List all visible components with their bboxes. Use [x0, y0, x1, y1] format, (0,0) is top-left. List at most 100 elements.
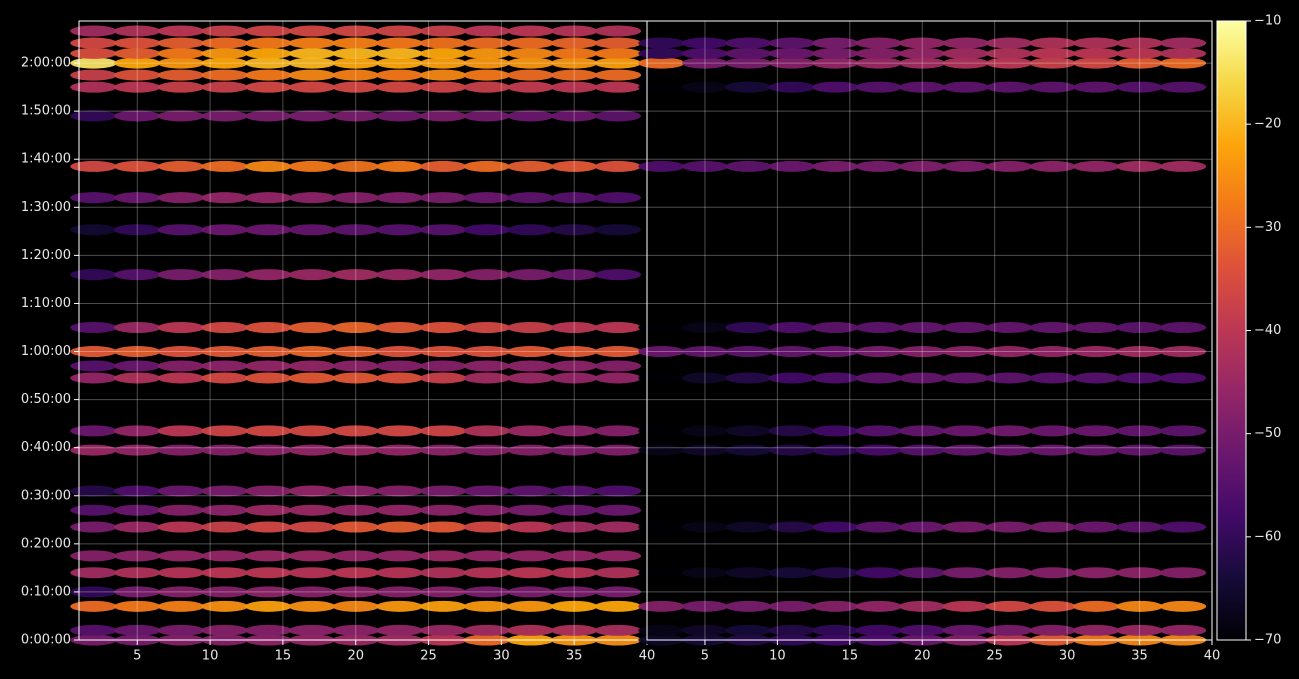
- cell: [507, 25, 554, 37]
- cell: [1029, 57, 1076, 69]
- cell: [638, 521, 685, 533]
- cell: [942, 567, 989, 579]
- x-tick-label: 35: [1131, 649, 1148, 664]
- cell: [986, 521, 1033, 533]
- cell: [725, 624, 772, 636]
- cell: [463, 360, 511, 372]
- cell: [419, 69, 467, 81]
- cell: [419, 567, 467, 579]
- cell: [725, 47, 772, 59]
- cell: [812, 47, 859, 59]
- cell: [288, 600, 336, 612]
- cell: [1029, 81, 1076, 93]
- cell: [1029, 346, 1076, 358]
- cell: [245, 360, 292, 372]
- cell: [463, 81, 511, 93]
- y-tick-label: 0:20:00: [21, 536, 71, 551]
- cell: [681, 567, 729, 579]
- cell: [812, 57, 859, 69]
- cell: [70, 600, 117, 612]
- cell: [70, 269, 117, 281]
- cell: [550, 567, 598, 579]
- cell: [113, 269, 161, 281]
- cell: [1116, 521, 1163, 533]
- cell: [113, 69, 161, 81]
- cell: [70, 372, 117, 384]
- cell: [681, 521, 729, 533]
- cell: [550, 485, 598, 497]
- colorbar-tick-label: −40: [1254, 323, 1281, 338]
- cell: [288, 37, 336, 49]
- cell: [1159, 37, 1207, 49]
- cell: [594, 37, 642, 49]
- cell: [812, 321, 859, 333]
- cell: [332, 586, 380, 598]
- cell: [70, 160, 117, 172]
- cell: [942, 81, 989, 93]
- cell: [942, 600, 989, 612]
- cell: [288, 224, 336, 236]
- cell: [113, 57, 161, 69]
- cell: [245, 37, 292, 49]
- cell: [245, 624, 292, 636]
- cell: [113, 550, 161, 562]
- cell: [855, 346, 902, 358]
- cell: [1029, 425, 1076, 437]
- y-tick-label: 1:30:00: [21, 200, 71, 215]
- cell: [245, 567, 292, 579]
- cell: [594, 81, 642, 93]
- cell: [201, 586, 248, 598]
- cell: [332, 425, 380, 437]
- cell: [638, 321, 685, 333]
- cell: [201, 485, 248, 497]
- cell: [986, 57, 1033, 69]
- cell: [768, 321, 816, 333]
- cell: [376, 444, 423, 456]
- cell: [1029, 372, 1076, 384]
- cell: [288, 47, 336, 59]
- cell: [812, 425, 859, 437]
- cell: [855, 321, 902, 333]
- cell: [157, 550, 205, 562]
- cell: [376, 192, 423, 204]
- cell: [1072, 81, 1120, 93]
- cell: [463, 110, 511, 122]
- cell: [332, 269, 380, 281]
- cell: [768, 37, 816, 49]
- y-tick-label: 1:50:00: [21, 104, 71, 119]
- cell: [725, 321, 772, 333]
- cell: [376, 624, 423, 636]
- cell: [986, 346, 1033, 358]
- cell: [201, 360, 248, 372]
- cell: [812, 346, 859, 358]
- cell: [594, 69, 642, 81]
- cell: [681, 346, 729, 358]
- cell: [1116, 372, 1163, 384]
- cell: [507, 444, 554, 456]
- cell: [332, 321, 380, 333]
- cell: [550, 269, 598, 281]
- cell: [201, 624, 248, 636]
- cell: [332, 550, 380, 562]
- cell: [463, 47, 511, 59]
- colorbar: [1216, 20, 1247, 641]
- cell: [899, 567, 946, 579]
- x-tick-label: 15: [275, 649, 292, 664]
- cell: [942, 624, 989, 636]
- cell: [1072, 321, 1120, 333]
- cell: [1029, 37, 1076, 49]
- cell: [463, 444, 511, 456]
- cell: [550, 37, 598, 49]
- cell: [157, 600, 205, 612]
- cell: [768, 600, 816, 612]
- cell: [288, 444, 336, 456]
- cell: [899, 37, 946, 49]
- cell: [1072, 47, 1120, 59]
- cell: [507, 192, 554, 204]
- cell: [1159, 567, 1207, 579]
- cell: [245, 110, 292, 122]
- colorbar-tick-label: −70: [1254, 633, 1281, 648]
- cell: [157, 110, 205, 122]
- cell: [157, 346, 205, 358]
- cell: [507, 47, 554, 59]
